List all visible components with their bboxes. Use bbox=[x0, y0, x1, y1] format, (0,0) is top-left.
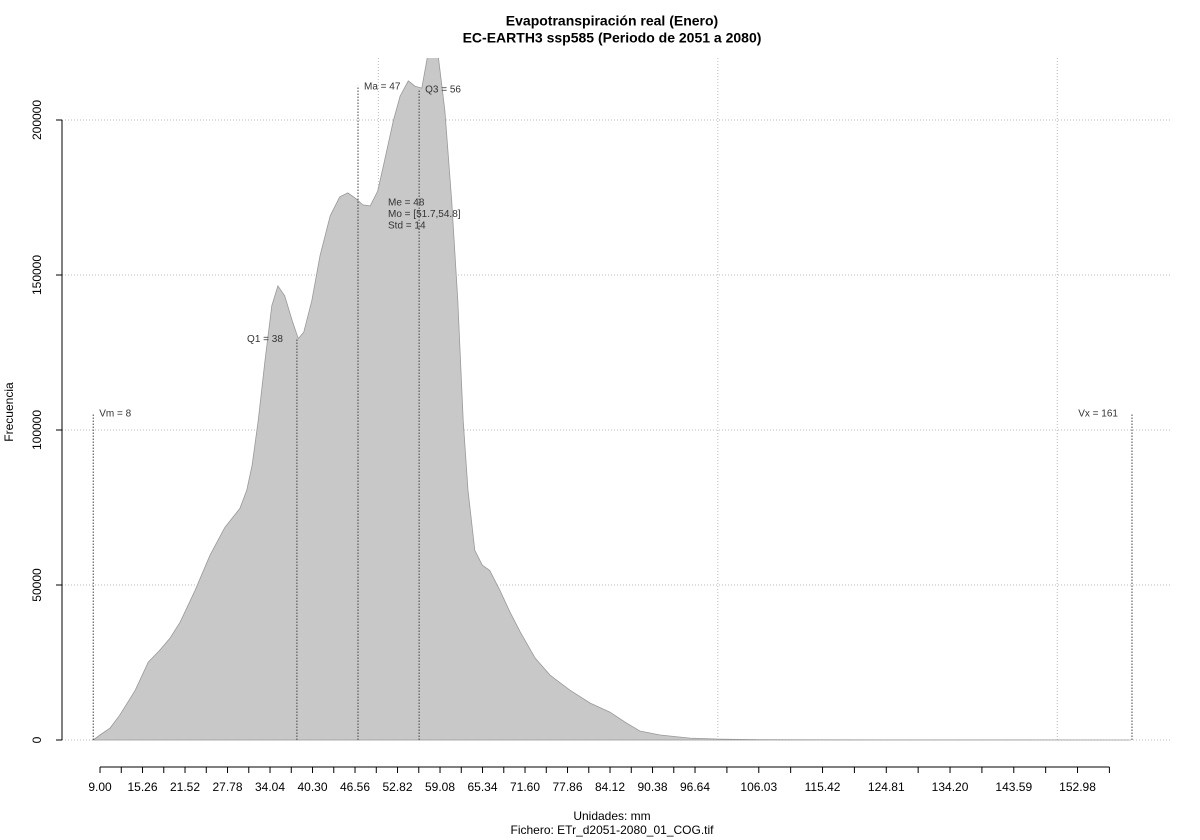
x-tick-label: 90.38 bbox=[638, 780, 668, 794]
x-tick-label: 27.78 bbox=[213, 780, 243, 794]
x-tick-label: 52.82 bbox=[383, 780, 413, 794]
x-tick-label: 115.42 bbox=[805, 780, 841, 794]
x-tick-label: 96.64 bbox=[680, 780, 710, 794]
x-tick-label: 15.26 bbox=[128, 780, 158, 794]
marker-label: Q3 = 56 bbox=[425, 85, 461, 96]
x-tick-label: 77.86 bbox=[553, 780, 583, 794]
y-tick-label: 0 bbox=[30, 736, 44, 743]
x-tick-label: 134.20 bbox=[932, 780, 969, 794]
chart-title: Evapotranspiración real (Enero) bbox=[506, 13, 718, 29]
x-tick-label: 65.34 bbox=[468, 780, 498, 794]
chart-subtitle: EC-EARTH3 ssp585 (Periodo de 2051 a 2080… bbox=[463, 30, 762, 46]
density-area bbox=[91, 58, 1130, 741]
y-tick-label: 100000 bbox=[30, 410, 44, 450]
x-tick-label: 40.30 bbox=[298, 780, 328, 794]
x-tick-label: 59.08 bbox=[425, 780, 455, 794]
x-tick-label: 34.04 bbox=[255, 780, 285, 794]
plot-area bbox=[91, 58, 1130, 741]
y-tick-label: 150000 bbox=[30, 255, 44, 295]
x-tick-label: 21.52 bbox=[170, 780, 200, 794]
x-tick-label: 152.98 bbox=[1059, 780, 1096, 794]
y-tick-label: 200000 bbox=[30, 100, 44, 140]
y-tick-label: 50000 bbox=[30, 568, 44, 602]
x-tick-label: 106.03 bbox=[740, 780, 777, 794]
x-tick-label: 143.59 bbox=[995, 780, 1032, 794]
marker-label: Q1 = 38 bbox=[247, 334, 283, 345]
x-tick-label: 84.12 bbox=[595, 780, 625, 794]
y-axis-label: Frecuencia bbox=[2, 382, 16, 442]
marker-label: Vx = 161 bbox=[1078, 409, 1118, 420]
stat-label: Me = 48 bbox=[388, 198, 425, 209]
marker-label: Ma = 47 bbox=[364, 82, 401, 93]
stat-label: Mo = [51.7,54.8] bbox=[388, 209, 461, 220]
x-tick-label: 9.00 bbox=[88, 780, 112, 794]
file-label: Fichero: ETr_d2051-2080_01_COG.tif bbox=[511, 823, 715, 837]
x-tick-label: 46.56 bbox=[340, 780, 370, 794]
x-tick-label: 71.60 bbox=[510, 780, 540, 794]
x-axis-label: Unidades: mm bbox=[573, 809, 650, 823]
x-tick-label: 124.81 bbox=[868, 780, 905, 794]
stat-label: Std = 14 bbox=[388, 221, 426, 232]
marker-label: Vm = 8 bbox=[99, 409, 131, 420]
